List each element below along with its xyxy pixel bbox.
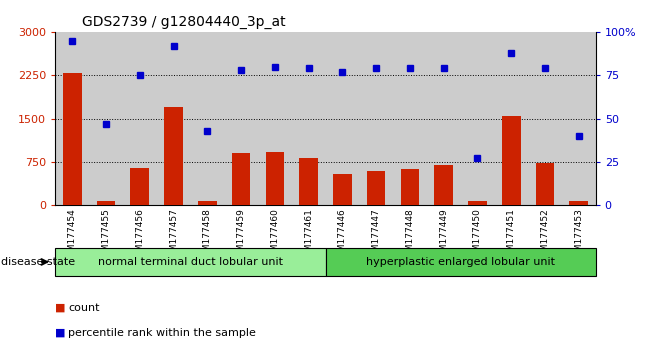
Bar xyxy=(528,32,562,205)
Bar xyxy=(468,201,487,205)
Bar xyxy=(224,32,258,205)
Bar xyxy=(130,168,149,205)
Bar xyxy=(191,32,224,205)
Bar xyxy=(157,32,191,205)
Text: ■: ■ xyxy=(55,328,66,338)
Bar xyxy=(570,201,588,205)
Bar xyxy=(393,32,427,205)
Bar xyxy=(123,32,157,205)
Bar xyxy=(367,171,385,205)
Text: ■: ■ xyxy=(55,303,66,313)
Bar xyxy=(299,158,318,205)
Bar xyxy=(562,32,596,205)
Bar xyxy=(292,32,326,205)
Bar xyxy=(536,162,554,205)
Bar xyxy=(326,32,359,205)
Bar xyxy=(97,201,115,205)
Bar xyxy=(266,152,284,205)
Text: normal terminal duct lobular unit: normal terminal duct lobular unit xyxy=(98,257,283,267)
Bar xyxy=(89,32,123,205)
Bar xyxy=(55,248,325,276)
Text: hyperplastic enlarged lobular unit: hyperplastic enlarged lobular unit xyxy=(366,257,555,267)
Bar xyxy=(494,32,528,205)
Bar xyxy=(258,32,292,205)
Text: count: count xyxy=(68,303,100,313)
Text: percentile rank within the sample: percentile rank within the sample xyxy=(68,328,256,338)
Bar xyxy=(326,248,596,276)
Bar xyxy=(232,153,251,205)
Text: GDS2739 / g12804440_3p_at: GDS2739 / g12804440_3p_at xyxy=(82,16,286,29)
Bar xyxy=(434,165,453,205)
Bar xyxy=(333,174,352,205)
Bar xyxy=(502,116,521,205)
Bar xyxy=(400,170,419,205)
Bar xyxy=(55,32,89,205)
Bar xyxy=(198,201,217,205)
Text: disease state: disease state xyxy=(1,257,75,267)
Bar xyxy=(427,32,461,205)
Bar xyxy=(164,107,183,205)
Bar xyxy=(461,32,494,205)
Bar xyxy=(63,74,81,205)
Bar xyxy=(359,32,393,205)
